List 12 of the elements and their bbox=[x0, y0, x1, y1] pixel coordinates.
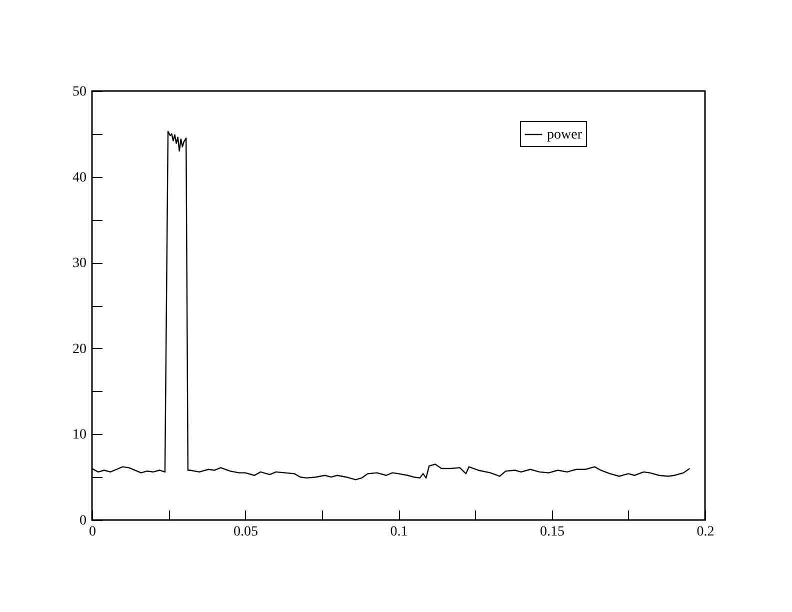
y-tick-label: 10 bbox=[72, 428, 86, 443]
y-tick-label: 30 bbox=[72, 256, 86, 272]
legend-label: power bbox=[547, 128, 582, 142]
x-tick-label: 0 bbox=[89, 524, 96, 540]
x-tick-label: 0.2 bbox=[696, 524, 714, 540]
x-tick-label: 0.15 bbox=[540, 524, 564, 540]
x-tick-label: 0.1 bbox=[390, 524, 408, 540]
y-tick-label: 40 bbox=[72, 170, 86, 186]
y-tick-label: 50 bbox=[72, 84, 86, 100]
x-tick-label: 0.05 bbox=[234, 524, 258, 540]
y-tick-label: 20 bbox=[72, 342, 86, 357]
y-tick-label: 0 bbox=[80, 514, 86, 528]
